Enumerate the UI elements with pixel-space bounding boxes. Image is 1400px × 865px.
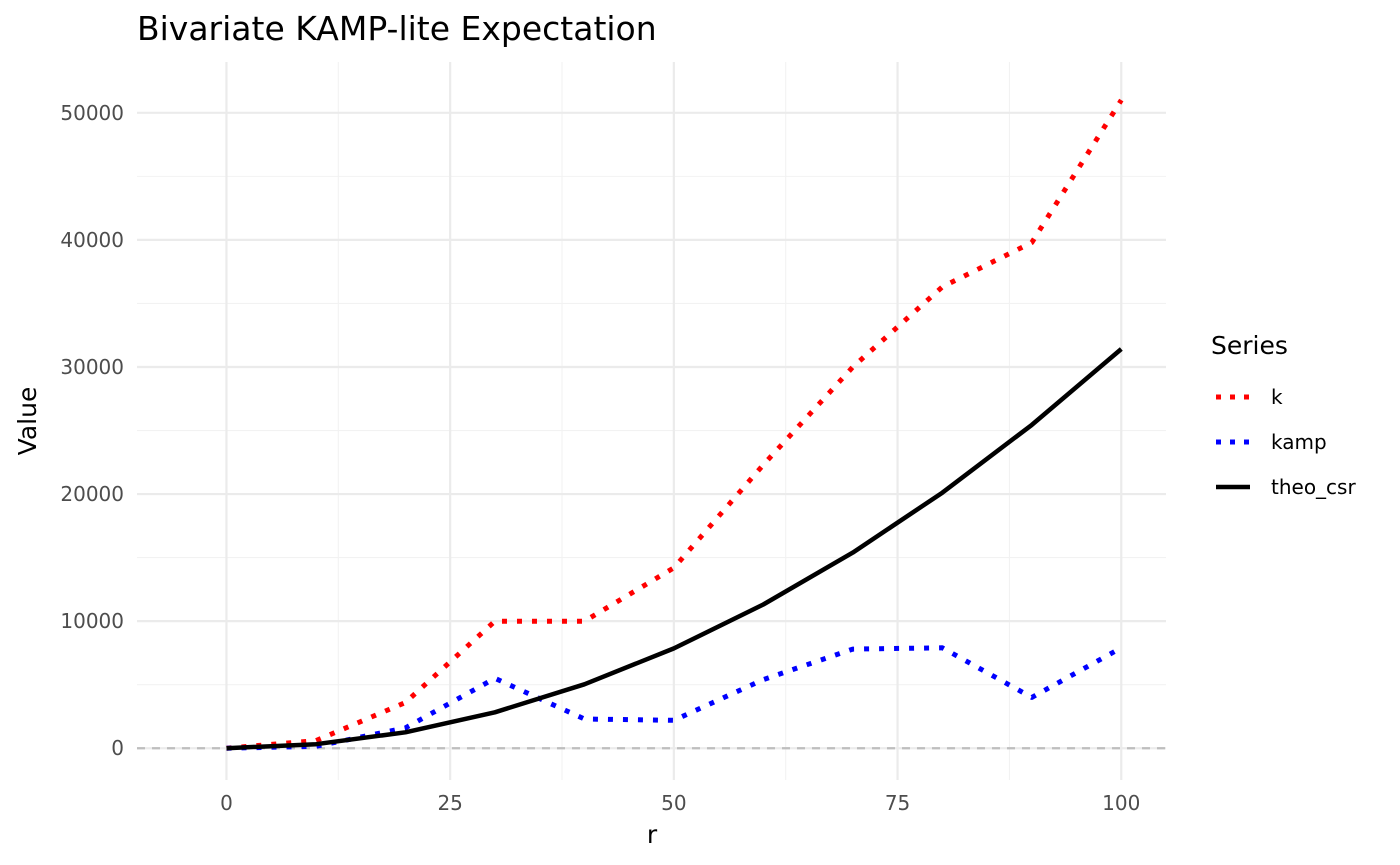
y-tick-label: 0	[111, 736, 124, 760]
chart-title: Bivariate KAMP-lite Expectation	[137, 9, 657, 48]
grid	[137, 62, 1166, 780]
y-tick-label: 30000	[60, 355, 124, 379]
legend-label-k: k	[1271, 385, 1283, 409]
x-axis-title: r	[647, 820, 658, 849]
legend-title: Series	[1211, 331, 1288, 360]
y-tick-label: 50000	[60, 101, 124, 125]
x-tick-label: 50	[661, 791, 686, 815]
x-tick-label: 0	[220, 791, 233, 815]
y-tick-label: 20000	[60, 482, 124, 506]
x-tick-labels: 0 25 50 75 100	[220, 791, 1140, 815]
y-tick-labels: 0 10000 20000 30000 40000 50000	[60, 101, 124, 760]
legend-label-kamp: kamp	[1271, 430, 1327, 454]
series-line-k	[226, 98, 1124, 751]
y-tick-label: 40000	[60, 228, 124, 252]
y-axis-title: Value	[13, 387, 42, 456]
x-tick-label: 75	[885, 791, 910, 815]
y-tick-label: 10000	[60, 609, 124, 633]
series-line-theo_csr	[226, 347, 1123, 751]
legend-label-theo_csr: theo_csr	[1271, 475, 1356, 499]
x-tick-label: 100	[1102, 791, 1140, 815]
legend: Series k kamp theo_csr	[1211, 331, 1356, 499]
x-tick-label: 25	[437, 791, 462, 815]
series-group	[226, 98, 1124, 751]
